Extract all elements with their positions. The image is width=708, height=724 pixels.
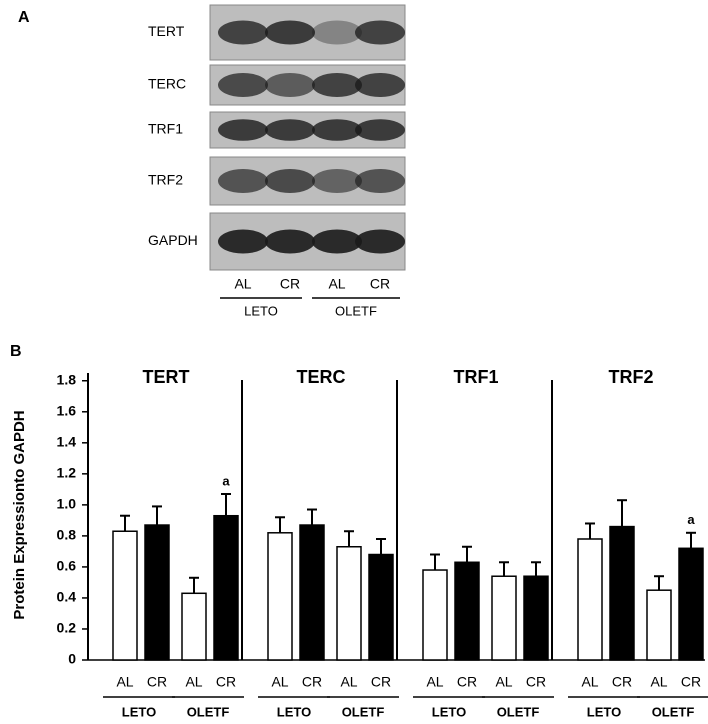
x-tick-label: AL [581,674,598,690]
group-label: LETO [277,704,311,719]
panel-label: A [18,9,30,26]
group-label: OLETF [342,704,385,719]
x-tick-label: AL [340,674,357,690]
group-label: OLETF [335,303,377,318]
x-tick-label: AL [185,674,202,690]
bar [609,525,635,661]
bar [267,532,293,661]
bar [181,592,207,661]
bar [678,547,704,661]
row-label: TERT [148,23,185,39]
blot-band [312,73,362,97]
x-tick-label: AL [271,674,288,690]
x-tick-label: CR [457,674,477,690]
x-tick-label: AL [495,674,512,690]
y-tick-label: 1.2 [57,465,77,481]
blot-band [355,119,405,141]
y-tick-label: 0.4 [57,589,77,605]
bar [646,589,672,661]
blot-band [265,73,315,97]
y-axis-title: Protein Expressionto GAPDH [11,410,28,619]
bar [299,524,325,661]
y-tick-label: 1.4 [57,434,77,450]
blot-band [312,169,362,193]
y-tick-label: 0.8 [57,527,77,543]
bar [213,514,239,661]
panel-label: B [10,343,22,360]
panel-title: TRF2 [609,367,654,387]
blot-band [218,73,268,97]
x-tick-label: CR [612,674,632,690]
y-tick-label: 0.2 [57,620,77,636]
row-label: GAPDH [148,232,198,248]
lane-label: CR [370,276,390,292]
blot-band [355,229,405,254]
lane-label: AL [234,276,251,292]
bar [422,569,448,661]
group-label: LETO [587,704,621,719]
bar [336,546,362,661]
panel-title: TRF1 [454,367,499,387]
x-tick-label: CR [681,674,701,690]
blot-band [218,169,268,193]
row-label: TRF2 [148,172,183,188]
annotation: a [687,512,695,527]
blot-band [355,169,405,193]
panel-title: TERC [297,367,346,387]
x-tick-label: CR [302,674,322,690]
row-label: TERC [148,76,186,92]
x-tick-label: CR [147,674,167,690]
blot-band [355,73,405,97]
blot-band [218,229,268,254]
blot-band [312,20,362,45]
bar [577,538,603,661]
group-label: OLETF [652,704,695,719]
y-tick-label: 1.8 [57,371,77,387]
panel-title: TERT [143,367,190,387]
blot-band [265,20,315,45]
group-label: OLETF [497,704,540,719]
group-label: OLETF [187,704,230,719]
group-label: LETO [244,303,278,318]
y-tick-label: 0 [68,651,76,667]
blot-band [218,20,268,45]
blot-band [265,229,315,254]
blot-band [218,119,268,141]
group-label: LETO [122,704,156,719]
x-tick-label: CR [371,674,391,690]
row-label: TRF1 [148,121,183,137]
bar [523,575,549,661]
blot-band [312,229,362,254]
x-tick-label: AL [426,674,443,690]
blot-band [265,119,315,141]
bar [491,575,517,661]
blot-band [312,119,362,141]
y-tick-label: 1.6 [57,402,77,418]
group-label: LETO [432,704,466,719]
y-tick-label: 0.6 [57,558,77,574]
lane-label: AL [328,276,345,292]
x-tick-label: CR [526,674,546,690]
blot-band [265,169,315,193]
bar [144,524,170,661]
x-tick-label: AL [116,674,133,690]
y-tick-label: 1.0 [57,496,77,512]
annotation: a [222,473,230,488]
x-tick-label: CR [216,674,236,690]
bar [112,530,138,661]
lane-label: CR [280,276,300,292]
bar [368,553,394,661]
bar [454,561,480,661]
x-tick-label: AL [650,674,667,690]
blot-band [355,20,405,45]
